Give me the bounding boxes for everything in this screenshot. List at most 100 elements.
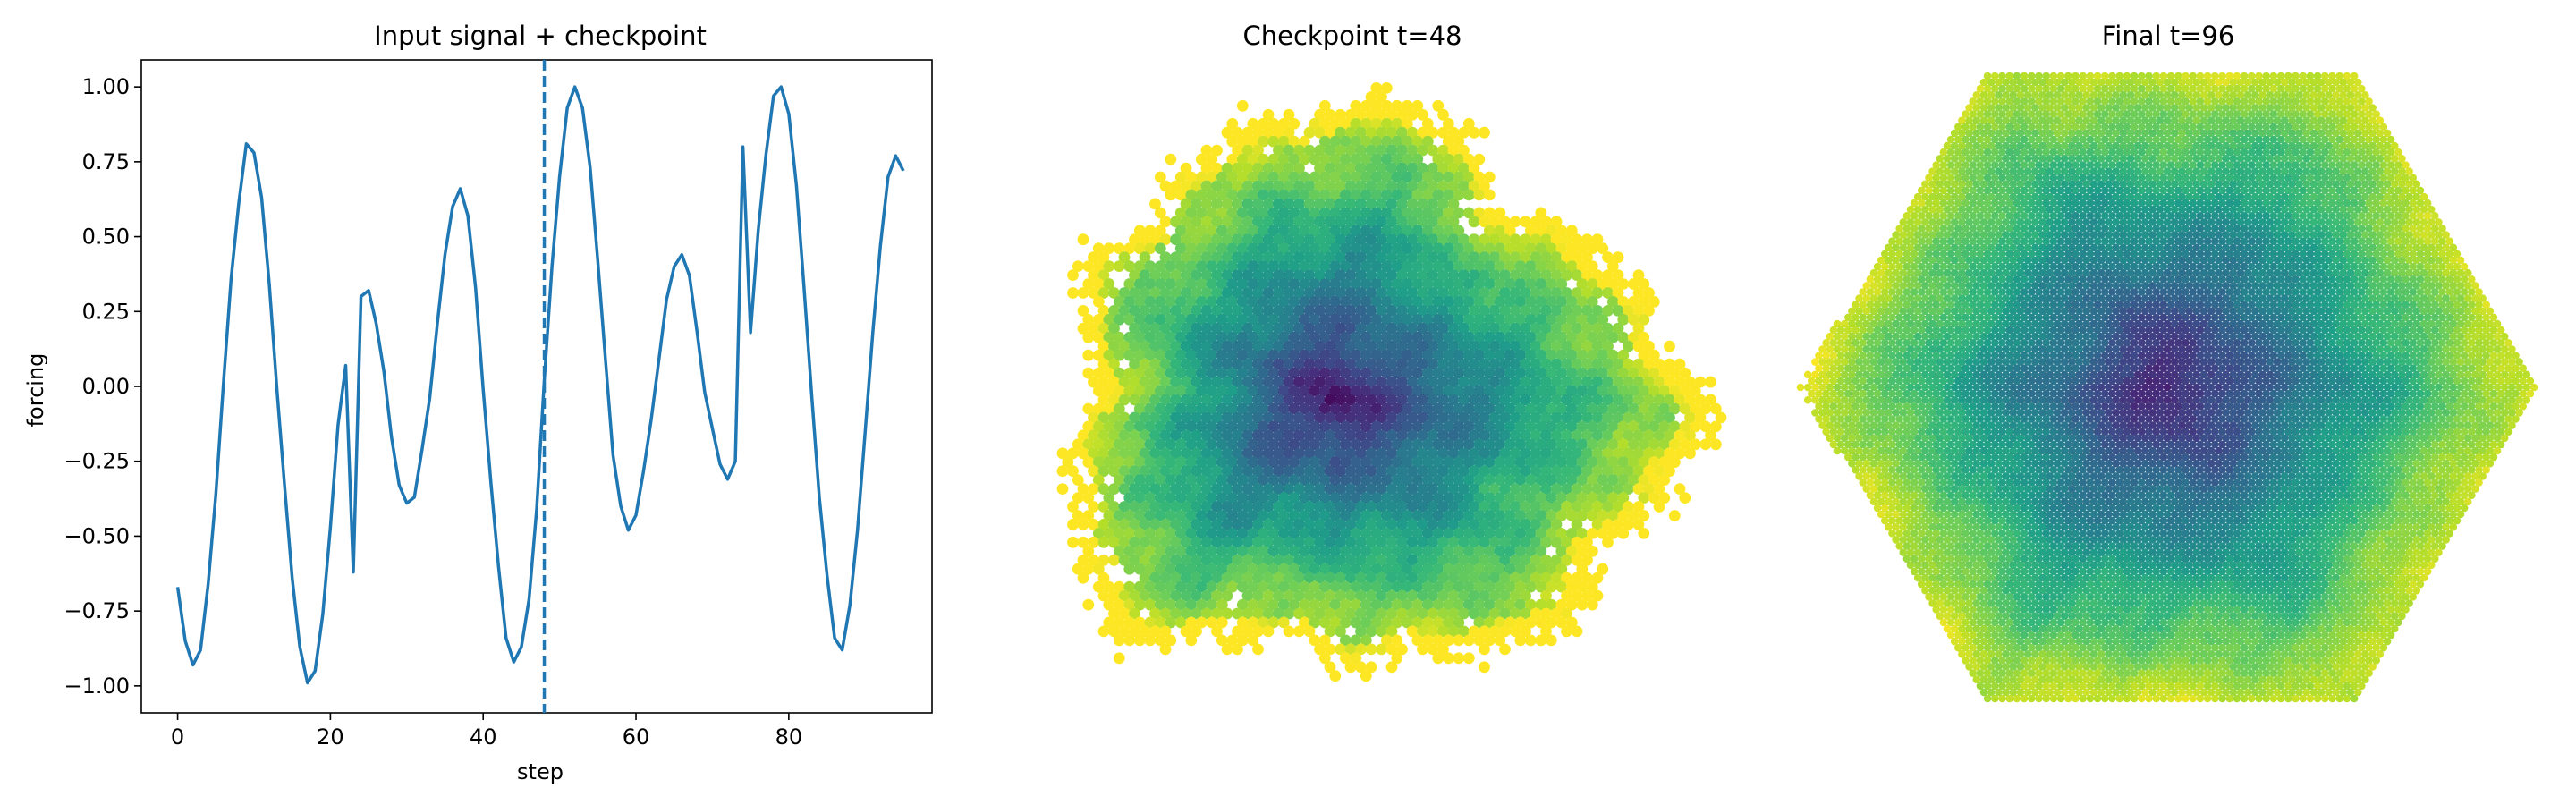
hex-cell	[1401, 225, 1413, 237]
hex-cell	[1191, 233, 1202, 246]
hex-cell	[1612, 251, 1624, 264]
hex-cell	[1535, 385, 1547, 397]
hex-cell	[1689, 385, 1701, 397]
hex-cell	[1236, 278, 1249, 290]
hex-cell	[1561, 625, 1572, 638]
hex-cell	[1571, 269, 1583, 281]
hex-cell	[1360, 385, 1372, 397]
hex-cell	[1365, 233, 1377, 246]
hex-cell	[1288, 331, 1301, 343]
hex-cell	[1514, 278, 1527, 290]
hex-cell	[1442, 278, 1454, 290]
hex-cell	[1458, 251, 1470, 264]
hex-cell	[1602, 322, 1614, 335]
hex-cell	[2353, 155, 2362, 163]
hex-cell	[1309, 207, 1321, 219]
hex-cell	[1591, 305, 1604, 317]
hex-cell	[1447, 376, 1460, 388]
hex-cell	[1509, 233, 1521, 246]
hex-cell	[1396, 269, 1408, 281]
hex-cell	[1437, 233, 1449, 246]
hex-cell	[1314, 251, 1326, 264]
hex-cell	[1339, 331, 1352, 343]
hex-cell	[1309, 349, 1321, 361]
hex-cell	[1206, 278, 1218, 290]
hex-cell	[1530, 358, 1542, 370]
hex-cell	[1318, 189, 1331, 201]
hex-cell	[1288, 242, 1301, 255]
hex-cell	[1617, 402, 1630, 415]
hex-cell	[1118, 376, 1131, 388]
hex-cell	[1638, 349, 1650, 361]
hex-cell	[1679, 402, 1691, 415]
hex-cell	[1586, 314, 1598, 326]
hex-cell	[1232, 287, 1243, 299]
hex-cell	[1252, 144, 1264, 157]
hex-cell	[1241, 233, 1254, 246]
hex-cell	[1185, 207, 1198, 219]
hex-cell	[1442, 135, 1454, 148]
hex-cell	[1376, 251, 1387, 264]
hex-cell	[1462, 171, 1475, 183]
hex-cell	[1524, 242, 1537, 255]
hex-cell	[1293, 144, 1305, 157]
hex-cell	[1370, 207, 1383, 219]
hex-cell	[1247, 260, 1259, 272]
hex-cell	[1406, 126, 1419, 139]
hex-cell	[1385, 269, 1398, 281]
hex-cell	[1216, 171, 1228, 183]
hex-cell	[1206, 207, 1218, 219]
hex-cell	[1092, 420, 1105, 433]
hex-cell	[1200, 429, 1213, 442]
hex-cell	[1380, 314, 1393, 326]
hex-cell	[1149, 305, 1161, 317]
hex-cell	[2346, 155, 2355, 163]
hex-cell	[1293, 287, 1305, 299]
hex-cell	[1067, 519, 1079, 530]
hex-cell	[1318, 242, 1331, 255]
hex-cell	[1499, 643, 1511, 656]
hex-cell	[1082, 260, 1095, 272]
hex-cell	[1154, 296, 1166, 308]
hex-cell	[1370, 331, 1383, 343]
hex-cell	[1144, 634, 1157, 647]
hex-cell	[1174, 385, 1187, 397]
hex-cell	[1453, 420, 1465, 433]
checkpoint-title: Checkpoint t=48	[1243, 21, 1462, 51]
hex-cell	[1411, 153, 1424, 165]
hex-cell	[1088, 322, 1099, 335]
hex-cell	[1139, 233, 1151, 246]
hex-cell	[1283, 411, 1295, 424]
hex-cell	[1391, 260, 1403, 272]
hex-cell	[2207, 155, 2216, 163]
hex-cell	[1674, 376, 1686, 388]
hex-cell	[1206, 296, 1218, 308]
hex-cell	[1303, 411, 1316, 424]
hex-cell	[1391, 420, 1403, 433]
hex-cell	[1483, 331, 1496, 343]
hex-cell	[1288, 296, 1301, 308]
hex-cell	[1103, 349, 1115, 361]
hex-cell	[1612, 305, 1624, 317]
hex-cell	[1262, 376, 1275, 388]
hex-cell	[1514, 634, 1527, 647]
hex-cell	[1499, 394, 1511, 406]
hex-cell	[1597, 314, 1609, 326]
hex-cell	[1365, 287, 1377, 299]
hex-cell	[1252, 394, 1264, 406]
hex-cell	[1211, 233, 1223, 246]
hex-cell	[1391, 225, 1403, 237]
hex-cell	[1576, 242, 1589, 255]
hex-cell	[1411, 260, 1424, 272]
hex-cell	[2082, 155, 2091, 163]
hex-cell	[1488, 287, 1501, 299]
hex-cell	[1653, 376, 1665, 388]
hex-cell	[1262, 251, 1275, 264]
hex-cell	[1365, 322, 1377, 335]
hex-cell	[1406, 376, 1419, 388]
hex-cell	[1437, 108, 1449, 121]
hex-cell	[1473, 367, 1486, 379]
hex-cell	[1453, 634, 1465, 647]
hex-cell	[1293, 305, 1305, 317]
hex-cell	[1329, 314, 1342, 326]
